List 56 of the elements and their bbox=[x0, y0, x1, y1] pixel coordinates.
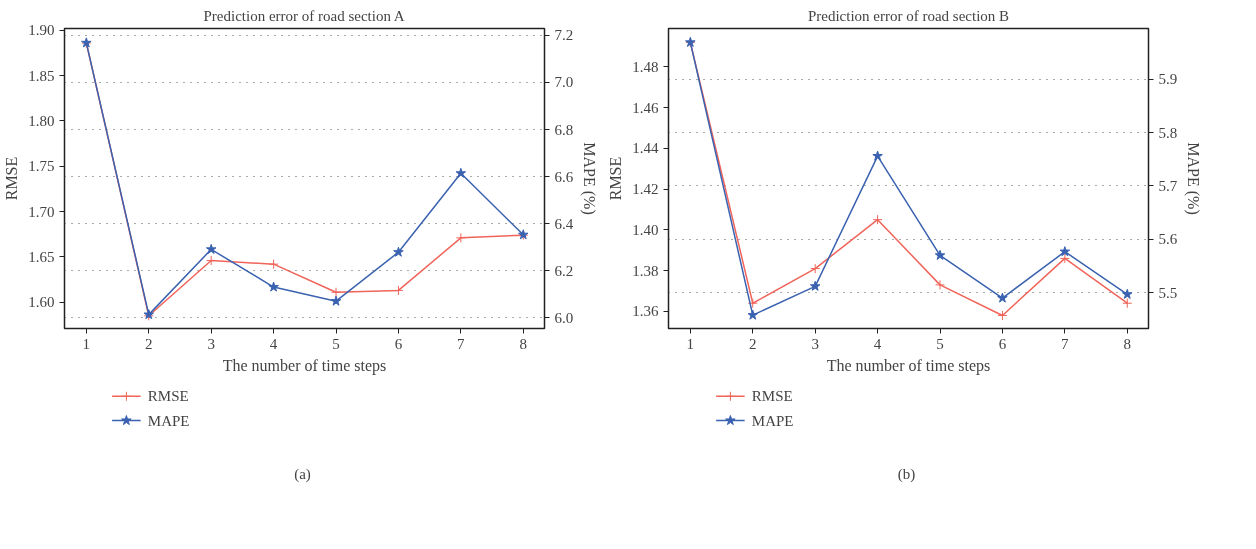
x-tick-label: 2 bbox=[749, 335, 757, 352]
y2-axis-title: MAPE (%) bbox=[580, 142, 599, 215]
y-tick-label: 1.42 bbox=[632, 181, 659, 198]
legend-label: RMSE bbox=[751, 388, 793, 405]
x-tick-label: 6 bbox=[998, 335, 1007, 352]
x-tick-label: 6 bbox=[394, 335, 403, 352]
y2-tick-label: 7.2 bbox=[554, 27, 574, 44]
y2-tick-label: 5.8 bbox=[1158, 124, 1178, 141]
x-tick-label: 8 bbox=[519, 335, 528, 352]
x-tick-label: 3 bbox=[811, 335, 819, 352]
y2-tick-label: 7.0 bbox=[554, 74, 574, 91]
y-tick-label: 1.40 bbox=[632, 221, 659, 238]
y2-tick-label: 6.4 bbox=[554, 215, 574, 232]
x-axis-title: The number of time steps bbox=[826, 356, 991, 375]
x-tick-label: 8 bbox=[1123, 335, 1132, 352]
chart-title: Prediction error of road section A bbox=[203, 7, 405, 24]
x-tick-label: 1 bbox=[686, 335, 695, 352]
y-tick-label: 1.75 bbox=[28, 158, 55, 175]
y-tick-label: 1.70 bbox=[28, 203, 55, 220]
y-tick-label: 1.44 bbox=[632, 140, 659, 157]
x-tick-label: 4 bbox=[269, 335, 278, 352]
y2-tick-label: 6.0 bbox=[554, 309, 574, 326]
y2-tick-label: 6.8 bbox=[554, 121, 574, 138]
y2-tick-label: 5.9 bbox=[1158, 71, 1178, 88]
x-tick-label: 1 bbox=[82, 335, 91, 352]
text: (b) bbox=[897, 465, 916, 483]
y-tick-label: 1.60 bbox=[28, 294, 55, 311]
y2-tick-label: 6.2 bbox=[554, 262, 574, 279]
y-tick-label: 1.85 bbox=[28, 67, 55, 84]
text: (a) bbox=[294, 465, 311, 483]
legend-label: MAPE bbox=[147, 412, 190, 429]
y2-tick-label: 5.7 bbox=[1158, 177, 1178, 194]
x-tick-label: 4 bbox=[873, 335, 882, 352]
y-tick-label: 1.48 bbox=[632, 58, 659, 75]
y-tick-label: 1.36 bbox=[632, 303, 659, 320]
x-tick-label: 7 bbox=[457, 335, 466, 352]
x-tick-label: 5 bbox=[936, 335, 944, 352]
y-tick-label: 1.65 bbox=[28, 248, 55, 265]
y-tick-label: 1.46 bbox=[632, 99, 659, 116]
y-tick-label: 1.90 bbox=[28, 22, 55, 39]
y-axis-title: RMSE bbox=[607, 156, 625, 201]
x-tick-label: 2 bbox=[145, 335, 153, 352]
y2-tick-label: 6.6 bbox=[554, 168, 574, 185]
x-axis-title: The number of time steps bbox=[222, 356, 387, 375]
y2-tick-label: 5.5 bbox=[1158, 284, 1178, 301]
legend-label: MAPE bbox=[751, 412, 794, 429]
x-tick-label: 7 bbox=[1061, 335, 1070, 352]
x-tick-label: 3 bbox=[207, 335, 215, 352]
y-tick-label: 1.38 bbox=[632, 262, 659, 279]
x-tick-label: 5 bbox=[332, 335, 340, 352]
y-axis-title: RMSE bbox=[3, 156, 21, 201]
y2-tick-label: 5.6 bbox=[1158, 231, 1178, 248]
legend-label: RMSE bbox=[147, 388, 189, 405]
y2-axis-title: MAPE (%) bbox=[1184, 142, 1203, 215]
chart-title: Prediction error of road section B bbox=[807, 7, 1010, 24]
y-tick-label: 1.80 bbox=[28, 112, 55, 129]
